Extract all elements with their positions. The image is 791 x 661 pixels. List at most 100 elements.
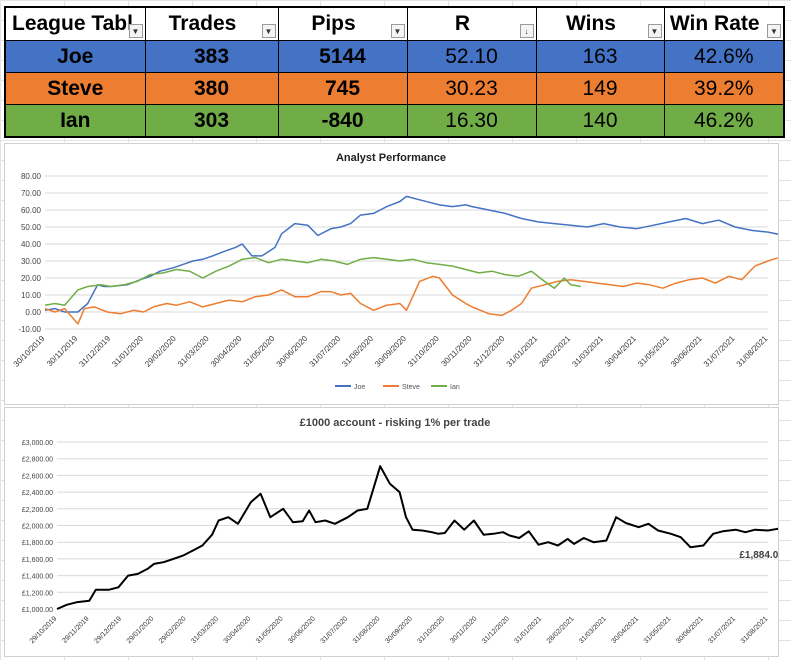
x-tick-label: 31/05/2021: [636, 334, 671, 369]
r-cell[interactable]: 30.23: [406, 72, 537, 105]
league-header-row: League Tabl ▼ Trades ▼ Pips ▼ R ↓ Wins ▼ Win …: [4, 6, 785, 41]
x-tick-label: 31/12/2020: [472, 334, 507, 369]
y-tick-label: £1,800.00: [22, 540, 53, 547]
pips-cell[interactable]: -840: [277, 104, 408, 138]
win-rate-cell[interactable]: 42.6%: [663, 40, 785, 73]
wins-cell[interactable]: 140: [535, 104, 665, 138]
x-tick-label: 31/12/2020: [481, 615, 511, 645]
analyst-name[interactable]: Steve: [4, 72, 146, 105]
x-tick-label: 31/03/2020: [190, 615, 220, 645]
wins-cell[interactable]: 163: [535, 40, 665, 73]
y-tick-label: £1,000.00: [22, 607, 53, 614]
x-tick-label: 31/01/2020: [110, 334, 145, 369]
y-tick-label: £2,200.00: [22, 507, 53, 514]
x-tick-label: 31/05/2020: [255, 615, 285, 645]
pips-cell[interactable]: 745: [277, 72, 408, 105]
x-tick-label: 31/01/2021: [513, 615, 543, 645]
filter-dropdown-icon[interactable]: ▼: [261, 24, 276, 38]
trades-cell[interactable]: 303: [144, 104, 279, 138]
x-tick-label: 31/01/2021: [505, 334, 540, 369]
x-tick-label: 31/03/2021: [570, 334, 605, 369]
table-row: Joe 383 5144 52.10 163 42.6%: [4, 40, 785, 73]
x-tick-label: 30/06/2021: [675, 615, 705, 645]
pips-cell[interactable]: 5144: [277, 40, 408, 73]
filter-dropdown-icon[interactable]: ▼: [390, 24, 405, 38]
y-tick-label: £1,400.00: [22, 574, 53, 581]
x-tick-label: 28/02/2021: [538, 334, 573, 369]
r-cell[interactable]: 52.10: [406, 40, 537, 73]
x-tick-label: 30/11/2020: [449, 615, 478, 644]
y-tick-label: £3,000.00: [22, 440, 53, 447]
x-tick-label: 29/02/2020: [158, 615, 188, 645]
chart-title: Analyst Performance: [336, 152, 446, 164]
y-tick-label: £2,400.00: [22, 490, 53, 497]
y-tick-label: 50.00: [21, 223, 42, 232]
series-line-joe: [44, 195, 791, 313]
win-rate-cell[interactable]: 46.2%: [663, 104, 785, 138]
header-win-rate: Win Rate ▼: [663, 6, 785, 41]
x-tick-label: 31/05/2020: [242, 334, 277, 369]
y-tick-label: 30.00: [21, 257, 42, 266]
y-tick-label: 60.00: [21, 206, 42, 215]
y-tick-label: -10.00: [18, 325, 41, 334]
x-tick-label: 31/07/2020: [320, 615, 350, 645]
analyst-performance-svg: Analyst Performance 80.00 70.00 60.00 50.00…: [12, 152, 791, 391]
filter-dropdown-icon[interactable]: ▼: [128, 24, 143, 38]
league-table: League Tabl ▼ Trades ▼ Pips ▼ R ↓ Wins ▼ Win …: [4, 6, 785, 138]
win-rate-cell[interactable]: 39.2%: [663, 72, 785, 105]
analyst-performance-chart[interactable]: Analyst Performance 80.00 70.00 60.00 50.00…: [4, 143, 791, 405]
series-line-steve: [44, 255, 791, 325]
table-row: Ian 303 -840 16.30 140 46.2%: [4, 104, 785, 138]
x-tick-label: 29/01/2020: [126, 615, 156, 645]
x-tick-label: 30/06/2020: [275, 334, 310, 369]
x-tick-label: 30/09/2020: [373, 334, 408, 369]
y-tick-label: 20.00: [21, 274, 42, 283]
x-tick-label: 31/12/2019: [77, 334, 112, 369]
y-tick-label: £1,600.00: [22, 557, 53, 564]
r-cell[interactable]: 16.30: [406, 104, 537, 138]
y-tick-label: 10.00: [21, 291, 42, 300]
header-pips: Pips ▼: [277, 6, 408, 41]
x-tick-label: 30/06/2020: [287, 615, 317, 645]
x-tick-label: 29/11/2019: [61, 615, 90, 644]
account-balance-chart[interactable]: £1000 account - risking 1% per trade £3,…: [4, 407, 791, 657]
y-tick-label: £1,200.00: [22, 590, 53, 597]
x-tick-label: 28/02/2021: [546, 615, 576, 645]
x-tick-label: 31/10/2020: [417, 615, 447, 645]
account-balance-svg: £1000 account - risking 1% per trade £3,…: [22, 417, 791, 645]
analyst-name[interactable]: Joe: [4, 40, 146, 73]
analyst-name[interactable]: Ian: [4, 104, 146, 138]
x-tick-label: 31/08/2021: [740, 615, 770, 645]
legend-entry: Joe: [354, 384, 365, 391]
y-tick-label: £2,800.00: [22, 457, 53, 464]
series-line-account: [56, 465, 791, 610]
x-tick-label: 30/09/2020: [384, 615, 414, 645]
filter-dropdown-icon[interactable]: ▼: [647, 24, 662, 38]
x-tick-label: 29/12/2019: [93, 615, 123, 645]
y-tick-label: 80.00: [21, 172, 42, 181]
series-line-ian: [44, 256, 581, 306]
wins-cell[interactable]: 149: [535, 72, 665, 105]
x-tick-label: 31/07/2020: [308, 334, 343, 369]
legend-entry: Steve: [402, 384, 420, 391]
table-row: Steve 380 745 30.23 149 39.2%: [4, 72, 785, 105]
y-tick-label: 0.00: [25, 308, 41, 317]
x-tick-label: 30/11/2020: [439, 334, 474, 369]
final-balance-label: £1,884.07: [739, 550, 778, 561]
x-tick-label: 31/03/2021: [578, 615, 608, 645]
x-tick-label: 31/07/2021: [702, 334, 737, 369]
y-tick-label: 70.00: [21, 189, 42, 198]
x-tick-label: 29/10/2019: [29, 615, 59, 645]
y-tick-label: 40.00: [21, 240, 42, 249]
legend-entry: Ian: [450, 384, 460, 391]
sort-descending-icon[interactable]: ↓: [519, 24, 534, 38]
x-tick-label: 30/06/2021: [669, 334, 704, 369]
trades-cell[interactable]: 383: [144, 40, 279, 73]
x-tick-label: 30/04/2020: [223, 615, 253, 645]
x-tick-label: 31/08/2020: [340, 334, 375, 369]
x-tick-label: 31/05/2021: [643, 615, 673, 645]
filter-dropdown-icon[interactable]: ▼: [767, 24, 781, 38]
x-tick-label: 30/10/2019: [12, 334, 47, 369]
trades-cell[interactable]: 380: [144, 72, 279, 105]
header-wins: Wins ▼: [535, 6, 665, 41]
